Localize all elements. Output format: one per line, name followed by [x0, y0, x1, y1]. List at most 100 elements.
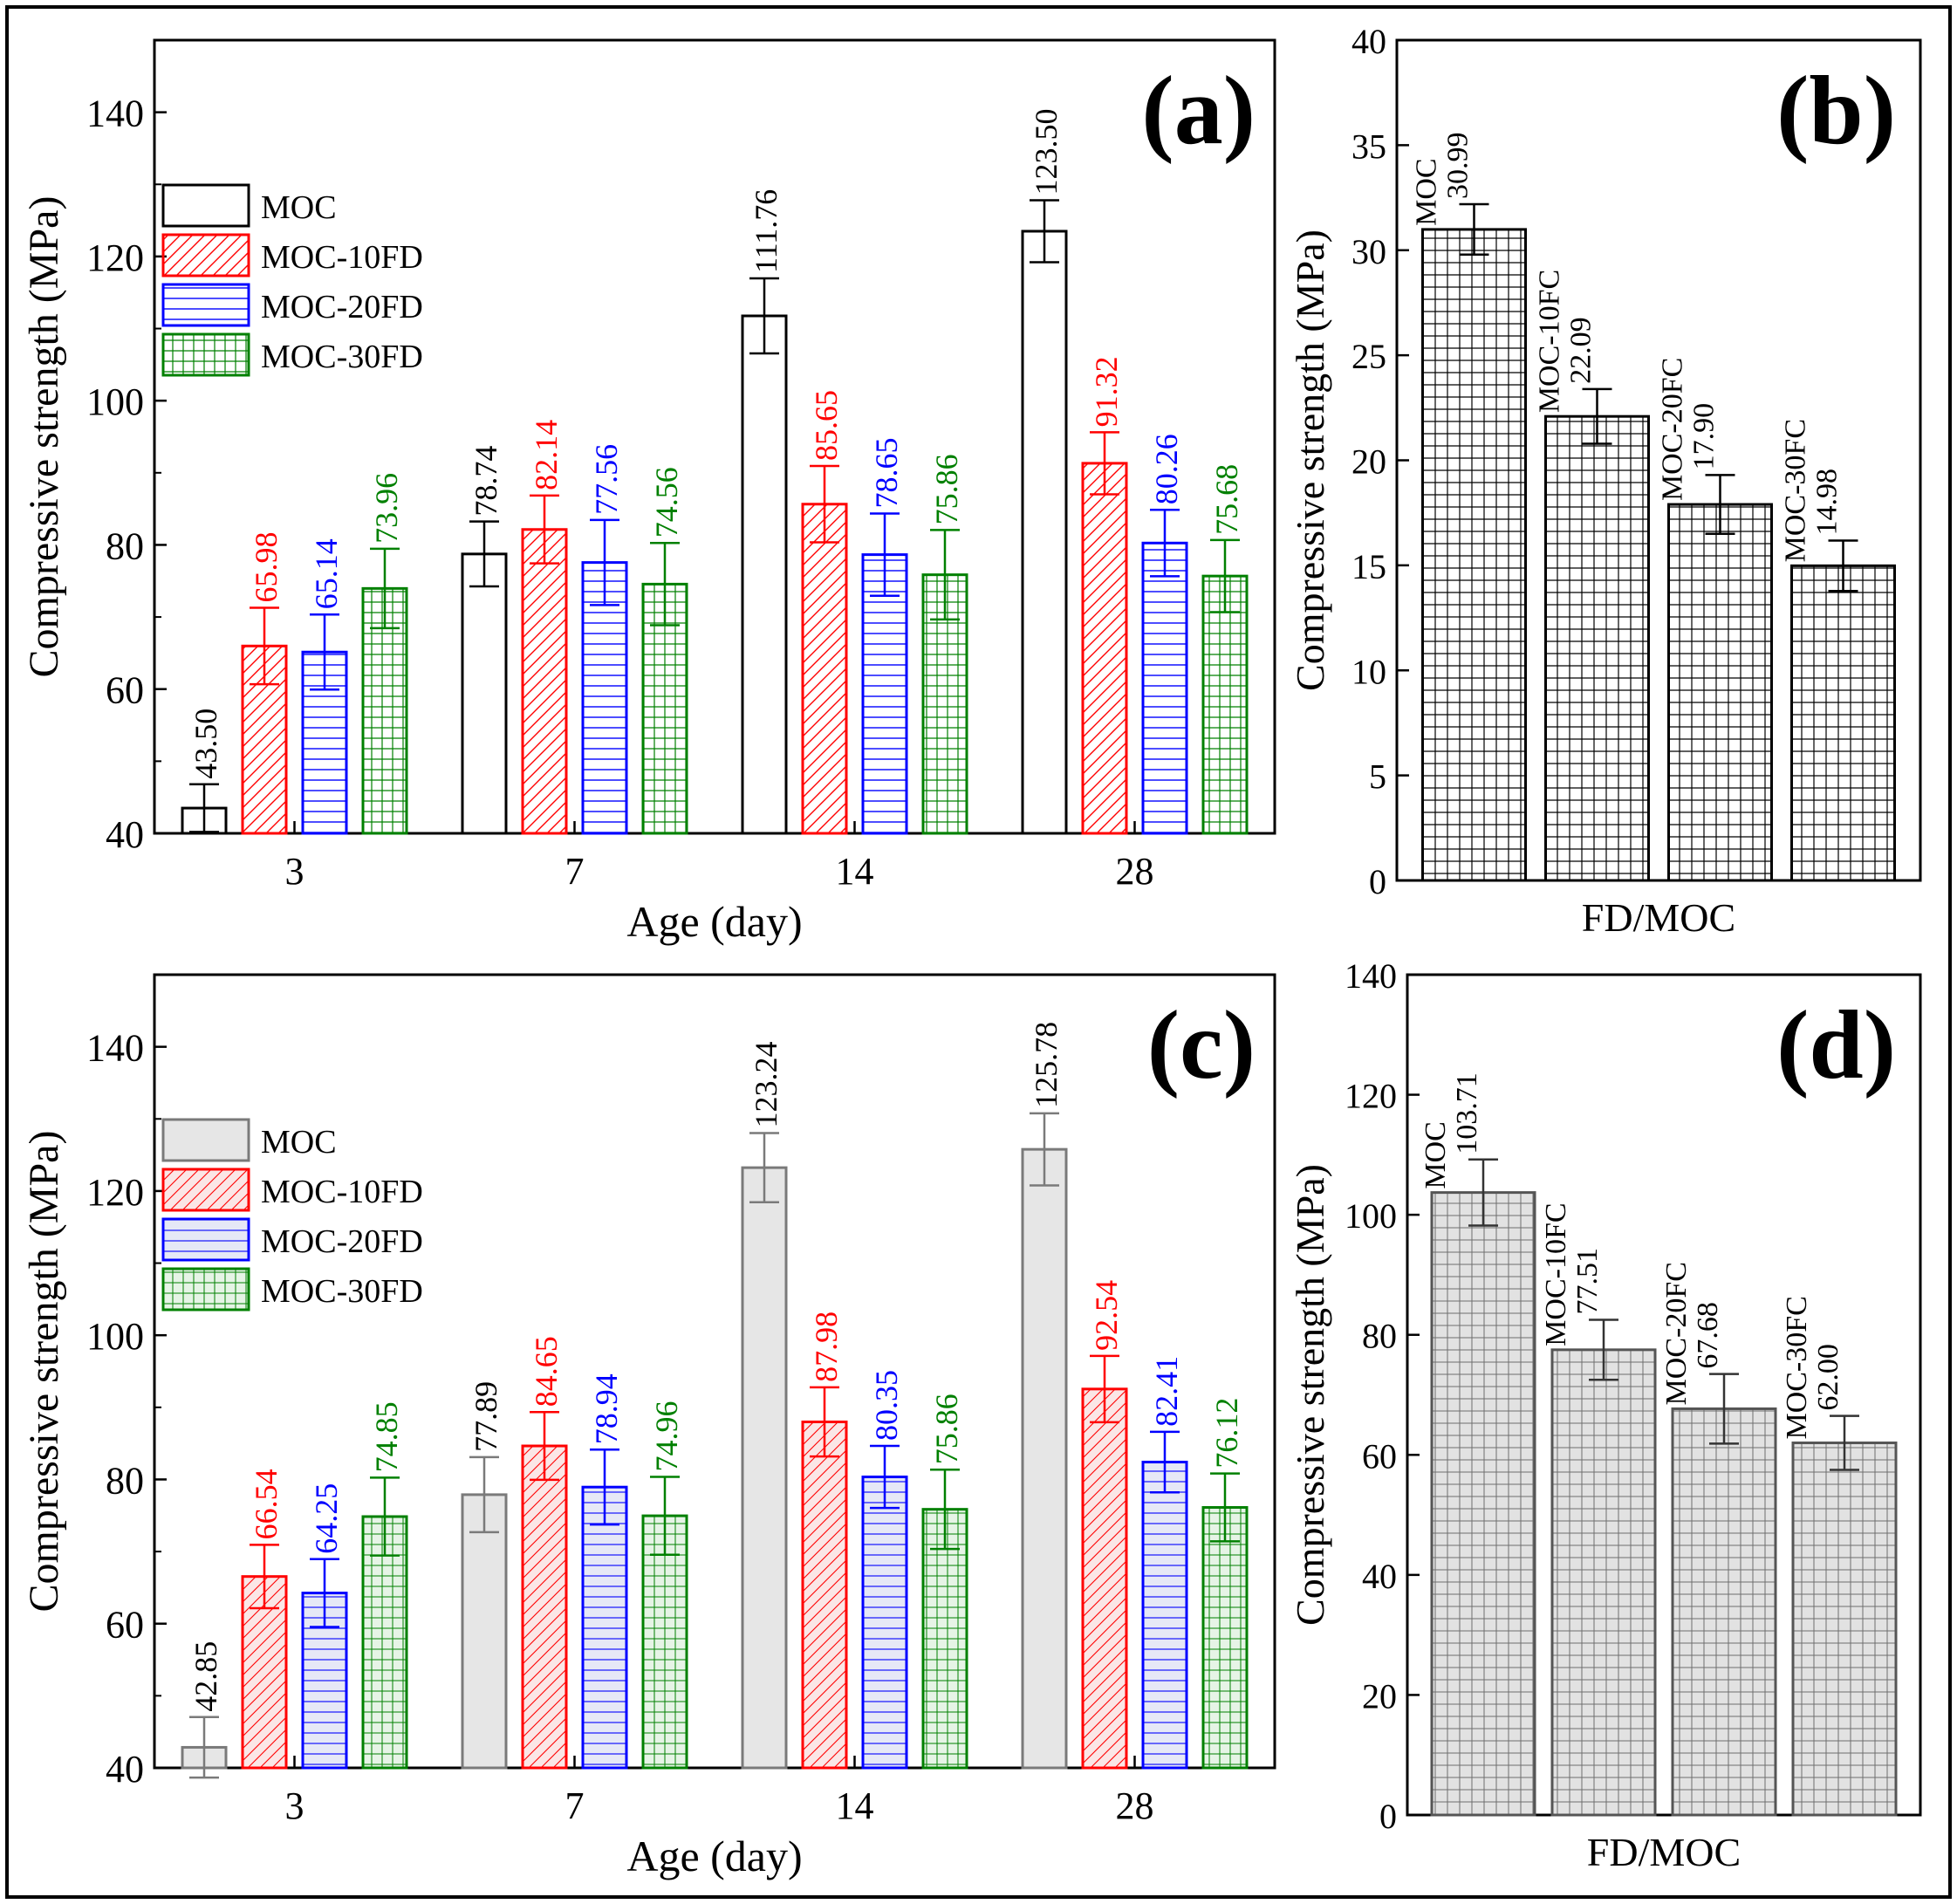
category-label: MOC-30FC [1780, 419, 1812, 562]
data-label: 77.51 [1571, 1248, 1604, 1315]
x-tick-label: 28 [1116, 1784, 1154, 1827]
x-axis-label: Age (day) [626, 897, 802, 946]
y-tick-label: 140 [86, 1027, 144, 1070]
y-tick-label: 120 [1345, 1077, 1397, 1116]
data-label: 125.78 [1029, 1022, 1064, 1108]
data-label: 78.74 [469, 446, 503, 517]
bar-moc-20fc [1667, 503, 1773, 882]
bar-moc [1421, 228, 1527, 882]
bar-moc [741, 314, 788, 835]
y-tick-label: 60 [1362, 1436, 1397, 1476]
panel-label: (c) [1147, 991, 1256, 1099]
x-tick-label: 28 [1116, 850, 1154, 893]
y-tick-label: 80 [106, 1459, 144, 1502]
category-label: MOC-20FC [1657, 358, 1689, 501]
y-tick-label: 40 [106, 813, 144, 856]
bar-moc-10fc [1550, 1348, 1657, 1817]
y-tick-label: 120 [86, 236, 144, 279]
bar-moc-30fd [361, 1515, 408, 1770]
data-label: 74.85 [369, 1401, 404, 1472]
x-axis-label: Age (day) [626, 1832, 802, 1880]
x-tick-label: 14 [836, 1784, 874, 1827]
legend-swatch-moc-10fd [161, 1168, 250, 1212]
data-label: 65.98 [249, 532, 284, 603]
category-label: MOC-30FC [1781, 1296, 1813, 1439]
data-label: 78.65 [869, 438, 904, 509]
category-label: MOC-20FC [1660, 1262, 1693, 1405]
y-axis-label: Compressive strength (MPa) [21, 1131, 67, 1613]
data-label: 74.96 [649, 1401, 684, 1471]
plot-frame [153, 38, 1276, 835]
data-label: 82.41 [1149, 1356, 1184, 1427]
legend-label: MOC [261, 1124, 337, 1161]
panel-a: 40 60 80 100 120 140 Compressive strength (MPa… [21, 38, 1276, 946]
data-label: 76.12 [1209, 1398, 1244, 1469]
y-tick-label: 140 [1345, 956, 1397, 996]
y-tick-label: 20 [1362, 1676, 1397, 1716]
y-tick-label: 80 [1362, 1317, 1397, 1356]
data-label: 14.98 [1811, 469, 1844, 536]
y-tick-label: 5 [1369, 757, 1386, 797]
bar-moc [461, 1493, 508, 1770]
y-tick-label: 25 [1351, 337, 1386, 376]
y-tick-label: 15 [1351, 547, 1386, 586]
bar-moc-30fd [361, 586, 408, 835]
y-tick-label: 40 [106, 1748, 144, 1791]
data-label: 91.32 [1089, 356, 1124, 427]
bar-moc [461, 552, 508, 835]
legend-label: MOC-20FD [261, 1223, 423, 1260]
y-tick-label: 60 [106, 669, 144, 712]
bar-moc-30fd [1201, 1506, 1249, 1770]
bar-moc-20fd [581, 1485, 628, 1770]
legend-label: MOC [261, 189, 337, 226]
data-label: 75.68 [1209, 464, 1244, 535]
data-label: 92.54 [1089, 1280, 1124, 1351]
y-tick-label: 30 [1351, 232, 1386, 271]
y-tick-label: 120 [86, 1171, 144, 1214]
legend-swatch-moc-30fd [161, 1267, 250, 1312]
bar-moc-10fd [801, 1421, 848, 1770]
data-label: 30.99 [1442, 133, 1475, 200]
category-label: MOC-10FC [1540, 1202, 1572, 1346]
bar-moc-20fd [581, 561, 628, 835]
x-axis-label: FD/MOC [1582, 895, 1735, 940]
data-label: 111.76 [749, 189, 783, 273]
data-label: 75.86 [929, 454, 964, 524]
legend-label: MOC-30FD [261, 339, 423, 375]
x-tick-label: 7 [565, 1784, 585, 1827]
plot-frame [1406, 973, 1922, 1817]
bar-moc [741, 1166, 788, 1770]
data-label: 43.50 [188, 709, 223, 779]
y-tick-label: 0 [1379, 1797, 1397, 1836]
bar-moc-30fc [1791, 1442, 1898, 1817]
bar-moc-10fc [1544, 414, 1650, 882]
x-tick-label: 7 [565, 850, 585, 893]
y-tick-label: 100 [86, 1315, 144, 1358]
y-tick-label: 140 [86, 92, 144, 135]
legend-label: MOC-10FD [261, 1174, 423, 1210]
data-label: 62.00 [1812, 1344, 1844, 1411]
panel-b: 0 5 10 15 20 25 30 35 40 Compressive strength (MP… [1288, 22, 1922, 940]
legend-swatch-moc-20fd [161, 1217, 250, 1262]
legend-swatch-moc-30fd [161, 332, 250, 377]
data-label: 73.96 [369, 473, 404, 544]
data-label: 80.26 [1149, 434, 1184, 504]
y-tick-label: 80 [106, 524, 144, 567]
y-tick-label: 40 [1351, 22, 1386, 61]
data-label: 64.25 [309, 1483, 344, 1554]
y-tick-label: 20 [1351, 442, 1386, 482]
legend-swatch-moc-10fd [161, 233, 250, 277]
figure-frame [5, 5, 1952, 1899]
data-label: 82.14 [529, 420, 564, 490]
data-label: 74.56 [649, 467, 684, 538]
data-label: 80.35 [869, 1370, 904, 1441]
data-label: 123.50 [1029, 108, 1064, 195]
x-tick-label: 14 [836, 850, 874, 893]
legend-label: MOC-20FD [261, 289, 423, 325]
data-label: 103.71 [1451, 1072, 1483, 1154]
bar-moc-20fd [861, 1476, 908, 1770]
bar-moc-10fd [521, 528, 568, 835]
data-label: 77.56 [589, 444, 624, 515]
x-tick-label: 3 [285, 1784, 304, 1827]
panel-label: (d) [1776, 991, 1896, 1099]
